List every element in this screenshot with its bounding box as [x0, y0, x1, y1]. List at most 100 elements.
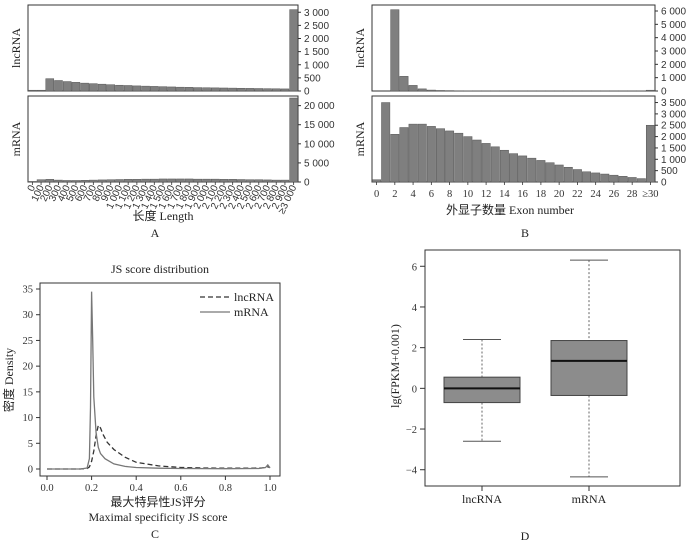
a-mrna-bar — [263, 179, 272, 183]
box-lncrna — [443, 376, 521, 404]
b-mrna-bar — [372, 179, 382, 183]
a-mrna-bar — [202, 178, 211, 183]
c-ytick-label: 5 — [28, 439, 33, 450]
b-xtick-label: 22 — [572, 189, 583, 200]
a-lncrna-bar — [80, 82, 89, 92]
panel-a-facet-mrna: mRNA — [9, 121, 23, 156]
a-lncrna-bar — [115, 84, 124, 92]
a-lncrna-bar — [219, 87, 229, 92]
b-xtick-label: 12 — [481, 189, 492, 200]
panel-a-facet-lncrna: lncRNA — [9, 28, 23, 68]
b-xtick-label: 16 — [517, 189, 528, 200]
a-mrna-bar — [115, 179, 124, 183]
a-lncrna-bar — [237, 87, 246, 92]
b-mrna-bar — [490, 146, 500, 183]
a-lncrna-bar — [71, 82, 81, 92]
panel-d-label: D — [521, 529, 530, 541]
b-mrna-ytick-label: 500 — [661, 166, 678, 177]
a-mrna-bar — [132, 179, 142, 183]
a-mrna-bar — [193, 178, 203, 183]
a-lncrna-bar — [167, 86, 176, 92]
b-mrna-bar — [436, 128, 445, 183]
panel-d-frame — [424, 249, 681, 487]
b-mrna-ytick-label: 0 — [661, 178, 667, 189]
b-xtick-label: ≥30 — [642, 189, 658, 200]
a-lncrna-bar — [202, 87, 211, 92]
c-xtick-label: 1.0 — [263, 483, 276, 494]
d-ytick-label: 6 — [412, 262, 417, 273]
a-mrna-bar — [289, 97, 298, 183]
b-xtick-label: 8 — [447, 189, 452, 200]
panel-d: −4 −2 0 2 4 6 lncRNA mRNA lg(FPKM+0.001) D — [388, 249, 681, 541]
b-lncrna-bar — [408, 85, 418, 92]
panel-a-xlabel: 长度 Length — [133, 208, 194, 223]
a-mrna-bar — [141, 178, 150, 183]
a-lncrna-bar — [193, 87, 203, 92]
a-mrna-ytick-label: 10 000 — [304, 139, 335, 150]
b-lncrna-ytick-label: 5 000 — [661, 20, 686, 31]
a-mrna-bar — [280, 179, 290, 183]
a-lncrna-ytick-label: 2 500 — [304, 21, 329, 32]
b-xtick-label: 26 — [609, 189, 620, 200]
a-mrna-bar — [184, 178, 194, 183]
a-mrna-bar — [36, 179, 46, 183]
b-xtick-label: 18 — [536, 189, 547, 200]
a-mrna-bar — [245, 179, 255, 183]
a-mrna-ytick-label: 5 000 — [304, 158, 329, 169]
b-xtick-label: 0 — [374, 189, 379, 200]
b-mrna-bar — [390, 134, 400, 183]
a-mrna-bar — [158, 178, 168, 183]
a-mrna-bar — [54, 179, 63, 183]
a-mrna-bar — [228, 179, 237, 183]
box-mrna — [550, 340, 628, 396]
a-lncrna-ytick-label: 1 500 — [304, 47, 329, 58]
a-lncrna-bar — [150, 86, 159, 92]
panel-c: JS score distribution 0 5 10 15 20 25 30 35 0.0… — [1, 262, 281, 541]
d-ytick-label: 0 — [412, 384, 417, 395]
a-lncrna-bar — [271, 88, 281, 92]
a-lncrna-bar — [263, 88, 272, 92]
b-lncrna-bar — [436, 90, 445, 92]
panel-d-ylabel: lg(FPKM+0.001) — [388, 324, 402, 408]
c-xtick-label: 0.6 — [174, 483, 187, 494]
a-lncrna-bar — [254, 88, 264, 92]
a-lncrna-bar — [211, 87, 220, 92]
c-ytick-label: 25 — [23, 336, 34, 347]
c-ytick-label: 10 — [23, 413, 34, 424]
series-line-mrna — [47, 291, 271, 470]
a-mrna-bar — [45, 179, 55, 183]
a-mrna-bar — [97, 179, 107, 183]
d-ytick-label: 4 — [412, 303, 418, 314]
d-xtick-label: mRNA — [572, 492, 607, 506]
b-mrna-bar — [636, 178, 646, 183]
c-ytick-label: 15 — [23, 387, 34, 398]
a-mrna-bar — [237, 179, 246, 183]
panel-a-bottom-frame — [27, 95, 299, 183]
c-ytick-label: 30 — [23, 310, 34, 321]
panel-c-xlabel-en: Maximal specificity JS score — [89, 510, 228, 524]
panel-a-label: A — [151, 226, 160, 240]
b-mrna-bar — [399, 127, 409, 183]
c-xtick-label: 0.0 — [40, 483, 53, 494]
a-xtick-label: 0 — [26, 183, 39, 193]
b-mrna-bar — [563, 166, 573, 183]
a-lncrna-ytick-label: 500 — [304, 73, 321, 84]
b-mrna-bar — [463, 136, 473, 183]
c-xtick-label: 0.4 — [130, 483, 144, 494]
d-ytick-label: 2 — [412, 344, 417, 355]
b-mrna-bar — [445, 130, 455, 183]
panel-b-top-frame — [371, 4, 656, 92]
a-lncrna-bar — [106, 84, 115, 92]
a-mrna-bar — [219, 179, 229, 183]
b-lncrna-bar — [417, 88, 427, 92]
a-lncrna-bar — [176, 86, 185, 92]
c-xtick-label: 0.8 — [219, 483, 232, 494]
a-mrna-bar — [62, 180, 72, 183]
a-mrna-ytick-label: 0 — [304, 178, 310, 189]
b-mrna-bar — [381, 102, 391, 183]
c-ytick-label: 35 — [23, 285, 34, 296]
a-mrna-bar — [150, 178, 159, 183]
panel-c-frame — [39, 282, 281, 477]
a-lncrna-ytick-label: 0 — [304, 87, 310, 98]
